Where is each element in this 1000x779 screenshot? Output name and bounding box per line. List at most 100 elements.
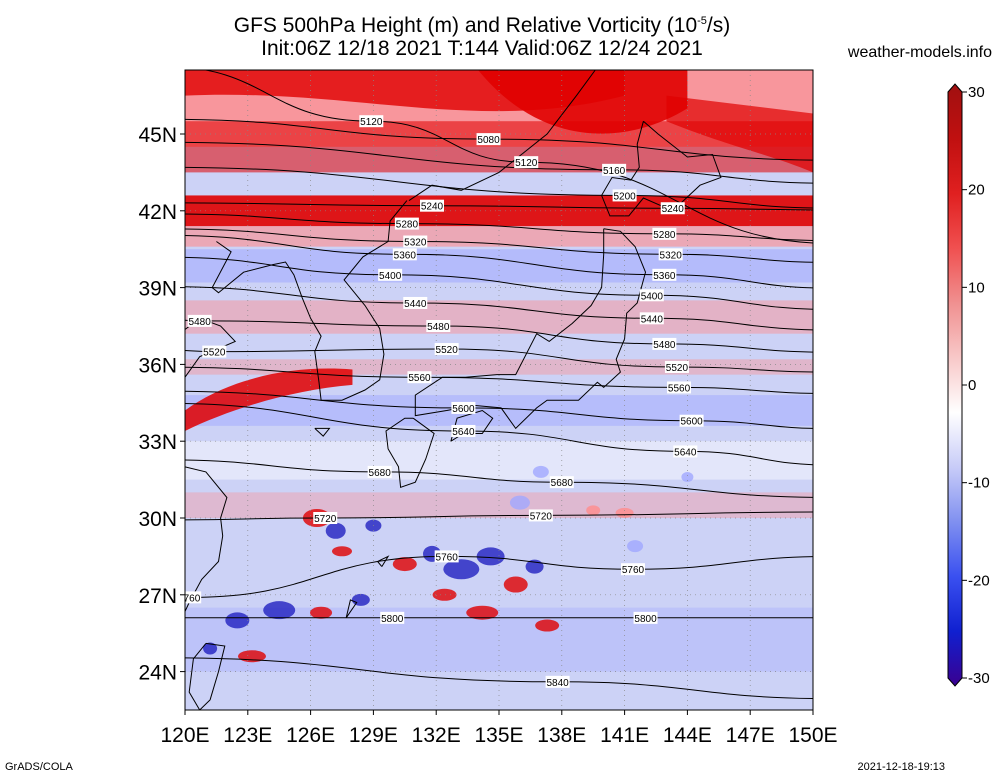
- contour-label: 5280: [394, 217, 419, 231]
- contour-label-box: [403, 296, 428, 309]
- contour-label: 5520: [434, 343, 459, 356]
- vorticity-cell: [503, 576, 528, 593]
- contour-label-text: 5560: [668, 383, 691, 394]
- coastline: [408, 70, 596, 202]
- contour-label-text: 5480: [427, 322, 450, 333]
- lat-tick-label: 36N: [138, 354, 177, 377]
- contour-label: 5120: [359, 115, 384, 128]
- contour-label-text: 5600: [680, 417, 703, 428]
- vorticity-band: [185, 359, 813, 375]
- contour-label-box: [426, 320, 451, 332]
- vorticity-cell: [586, 505, 601, 516]
- lat-tick-label: 33N: [138, 431, 177, 454]
- footer-timestamp: 2021-12-18-19:13: [857, 761, 945, 773]
- contour-label: 5640: [673, 445, 698, 458]
- vorticity-cell: [615, 507, 634, 518]
- contour-label-text: 5160: [603, 166, 626, 177]
- colorbar-tick-label: -30: [968, 670, 990, 687]
- height-contour: [202, 70, 813, 244]
- lon-tick-label: 126E: [286, 724, 335, 747]
- contour-label-text: 5360: [394, 250, 417, 261]
- contour-label-text: 5480: [189, 317, 212, 328]
- contour-label: 5760: [620, 563, 645, 576]
- contour-label: 5440: [403, 296, 428, 310]
- contour-label-box: [378, 268, 403, 281]
- contour-label: 5480: [652, 337, 677, 351]
- contour-label: 5760: [185, 591, 202, 604]
- title-exponent: -5: [697, 15, 707, 27]
- contour-label: 5240: [420, 199, 445, 213]
- contour-label-box: [420, 199, 445, 212]
- contour-label-box: [392, 248, 417, 261]
- contour-label: 5280: [652, 227, 677, 241]
- lon-tick-label: 123E: [223, 724, 272, 747]
- contour-label-box: [545, 675, 570, 688]
- contour-label-text: 5520: [436, 345, 459, 356]
- contour-label-text: 5120: [515, 158, 538, 169]
- contour-label-text: 5240: [662, 204, 685, 215]
- contour-label-text: 5280: [653, 230, 676, 241]
- contour-label-text: 5840: [546, 678, 569, 689]
- contour-label-box: [451, 424, 476, 437]
- lon-tick-label: 144E: [663, 724, 712, 747]
- vorticity-cell: [325, 522, 346, 539]
- contour-label: 5520: [664, 360, 689, 374]
- contour-label-box: [679, 414, 704, 427]
- contour-label-box: [639, 289, 664, 302]
- coastline: [376, 555, 390, 567]
- map-title: GFS 500hPa Height (m) and Relative Vorti…: [0, 8, 982, 39]
- contour-label-box: [667, 381, 692, 394]
- vorticity-cell: [332, 546, 352, 557]
- coastline: [601, 120, 722, 217]
- contour-label: 5480: [187, 314, 212, 328]
- contour-label-box: [403, 235, 428, 248]
- vorticity-band: [478, 70, 688, 134]
- contour-label-box: [202, 345, 227, 358]
- contour-label-box: [673, 445, 698, 458]
- contour-label-text: 5400: [641, 291, 664, 302]
- map-subtitle: Init:06Z 12/18 2021 T:144 Valid:06Z 12/2…: [261, 37, 703, 60]
- height-contour: [185, 235, 813, 289]
- contour-label: 5080: [476, 133, 501, 146]
- lat-tick-label: 27N: [138, 585, 177, 608]
- colorbar-tick-label: -10: [968, 475, 990, 492]
- colorbar-tick-label: 10: [968, 279, 985, 296]
- contour-label-text: 5520: [666, 363, 689, 374]
- height-contour: [185, 366, 813, 394]
- footer-credit: GrADS/COLA: [5, 761, 73, 773]
- contour-label-box: [549, 476, 574, 489]
- contour-label: 5360: [392, 248, 417, 261]
- colorbar-tick-label: 30: [968, 84, 985, 101]
- contour-label: 5720: [528, 509, 553, 522]
- contour-label: 5720: [313, 512, 338, 525]
- contour-label: 5680: [367, 465, 392, 479]
- contour-label: 5160: [602, 163, 627, 177]
- contour-label-text: 5440: [404, 299, 427, 310]
- contour-label: 5840: [545, 675, 570, 689]
- contour-label-box: [514, 156, 539, 169]
- vorticity-cell: [532, 465, 549, 478]
- height-contour: [185, 256, 813, 310]
- lat-tick-label: 30N: [138, 508, 177, 531]
- coastline: [345, 599, 358, 619]
- contour-label-box: [639, 312, 664, 325]
- contour-label-text: 5320: [404, 238, 427, 249]
- contour-label-text: 5760: [622, 565, 645, 576]
- contour-label-box: [664, 360, 689, 373]
- contour-label-text: 5360: [653, 271, 676, 282]
- contour-label: 5240: [660, 202, 685, 215]
- height-contour: [185, 213, 813, 241]
- contour-label: 5480: [426, 320, 451, 333]
- contour-label-box: [652, 268, 677, 281]
- contour-label-text: 5480: [653, 340, 676, 351]
- vorticity-cell: [476, 547, 505, 566]
- contour-label: 5680: [549, 476, 574, 489]
- contour-label-text: 5200: [613, 191, 636, 202]
- contour-label: 5760: [434, 550, 459, 563]
- contour-label-box: [187, 314, 212, 327]
- height-contour: [185, 141, 813, 184]
- contour-label-box: [602, 163, 627, 176]
- vorticity-band: [185, 368, 353, 431]
- colorbar-tick-label: 20: [968, 182, 985, 199]
- contour-label-box: [652, 227, 677, 240]
